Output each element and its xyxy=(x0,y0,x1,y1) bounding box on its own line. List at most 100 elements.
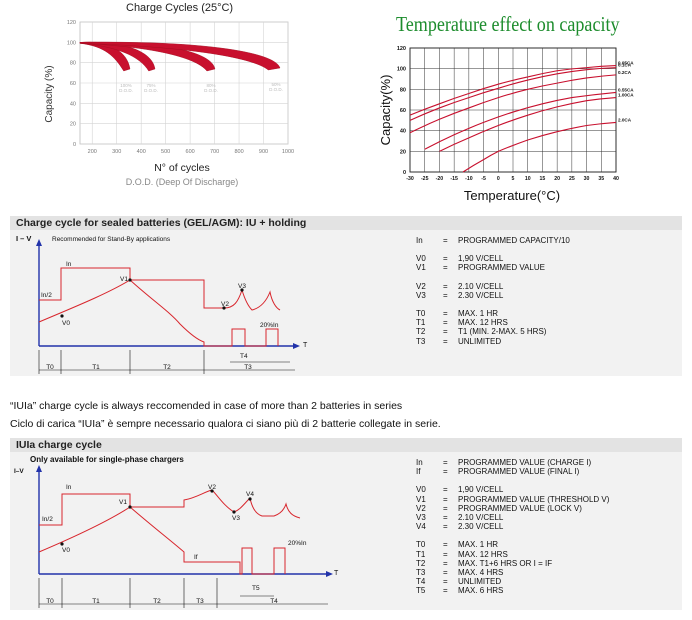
s1-legend-row: V2 = 2.10 V/CELL xyxy=(416,282,570,291)
temperature-chart: 0 20 40 60 80 100 120 -30 -25 -20 -15 -10 -5 0 5 10 15 20… xyxy=(378,46,634,203)
section1-legend: In = PROGRAMMED CAPACITY/10 V0 = 1,90 V/CELL V… xyxy=(416,236,570,346)
s2-label-t5: T5 xyxy=(252,585,260,592)
c1-xtick-0: 200 xyxy=(88,149,97,155)
c1-series-label-2: 80% xyxy=(206,83,215,88)
s2-legend-row: V2 = PROGRAMMED VALUE (LOCK V) xyxy=(416,504,609,513)
c1-ytick-4: 80 xyxy=(70,61,76,67)
c1-series-label-0: 100% xyxy=(120,83,132,88)
c2-xtick-2: -20 xyxy=(436,176,444,182)
s1-legend-value: T1 (MIN. 2-MAX. 5 HRS) xyxy=(458,327,547,337)
s1-phase-t3: T3 xyxy=(244,364,252,371)
s1-yaxis-label: I – V xyxy=(16,234,31,243)
c2-ytick-3: 60 xyxy=(400,108,406,114)
c2-ytick-2: 40 xyxy=(400,129,406,135)
c2-xtick-4: -10 xyxy=(465,176,473,182)
c2-series-3 xyxy=(424,91,617,150)
s2-legend-row: V0 = 1,90 V/CELL xyxy=(416,485,609,494)
section2-panel xyxy=(10,452,682,610)
c2-xtick-13: 35 xyxy=(598,176,604,182)
charge-cycles-grid xyxy=(79,21,289,145)
s2-legend-row: T4 = UNLIMITED xyxy=(416,577,609,586)
c2-series-2 xyxy=(409,74,617,134)
s2-legend-equals: = xyxy=(443,549,448,559)
s2-legend-value: MAX. T1+6 HRS OR I = IF xyxy=(458,558,553,568)
c2-xtick-1: -25 xyxy=(421,176,429,182)
c2-series-label-1: 0.1CA xyxy=(618,63,632,68)
c2-xtick-10: 20 xyxy=(554,176,560,182)
c2-ytick-6: 120 xyxy=(397,46,406,52)
s1-legend-value: 2.30 V/CELL xyxy=(458,290,504,300)
s1-legend-value: 2.10 V/CELL xyxy=(458,281,504,291)
s2-label-v3: V3 xyxy=(232,515,240,522)
s2-label-in: In xyxy=(66,484,72,491)
s2-label-v0: V0 xyxy=(62,547,70,554)
s2-legend-equals: = xyxy=(443,558,448,568)
s2-legend-value: PROGRAMMED VALUE (THRESHOLD V) xyxy=(458,494,610,504)
s1-legend-row: T3 = UNLIMITED xyxy=(416,337,570,346)
s1-legend-key: V1 xyxy=(416,263,426,273)
s2-label-v2: V2 xyxy=(208,484,216,491)
s2-legend-value: MAX. 1 HR xyxy=(458,540,499,550)
charge-cycles-ticks: 0 20 40 60 80 100 120 200 300 400 500 600 700 800 900 1… xyxy=(67,20,294,155)
s1-x-arrow xyxy=(293,343,300,349)
temperature-series xyxy=(409,65,617,173)
s1-v2-dot xyxy=(222,306,226,310)
s2-label-pct: 20%In xyxy=(288,540,307,547)
s1-legend-key: T1 xyxy=(416,318,426,328)
s1-label-in: In xyxy=(66,261,72,268)
s2-axis-t: T xyxy=(334,570,339,577)
c1-series-label-1: 75% xyxy=(146,83,155,88)
s2-legend-equals: = xyxy=(443,503,448,513)
s1-legend-equals: = xyxy=(443,327,448,337)
s2-legend-equals: = xyxy=(443,467,448,477)
s1-legend-equals: = xyxy=(443,281,448,291)
s2-yaxis-label: I–V xyxy=(14,468,24,475)
s1-v0-dot xyxy=(60,314,64,318)
c1-xtick-1: 300 xyxy=(112,149,121,155)
temperature-grid xyxy=(409,47,617,173)
s2-legend-key: V0 xyxy=(416,485,426,495)
c1-xtick-8: 1000 xyxy=(282,149,294,155)
s2-label-v1: V1 xyxy=(119,499,127,506)
c1-xtick-2: 400 xyxy=(137,149,146,155)
charge-cycles-ylabel: Capacity (%) xyxy=(44,65,55,122)
c2-series-5 xyxy=(462,121,617,173)
s1-legend-equals: = xyxy=(443,290,448,300)
s1-legend-row: V0 = 1,90 V/CELL xyxy=(416,254,570,263)
c1-xtick-6: 800 xyxy=(234,149,243,155)
s2-legend-equals: = xyxy=(443,540,448,550)
charge-cycles-xlabel: N° of cycles xyxy=(154,162,210,174)
s2-y-arrow xyxy=(36,465,42,472)
c2-xtick-9: 15 xyxy=(540,176,546,182)
s1-legend-value: MAX. 1 HR xyxy=(458,309,499,319)
s1-current-curve xyxy=(39,267,279,347)
s1-phase-t1: T1 xyxy=(92,364,100,371)
c2-series-label-0: 0.05CA xyxy=(618,61,634,66)
s1-label-v1: V1 xyxy=(120,276,128,283)
s2-legend-value: UNLIMITED xyxy=(458,577,502,587)
s2-legend-row: T2 = MAX. T1+6 HRS OR I = IF xyxy=(416,559,609,568)
s1-legend-value: UNLIMITED xyxy=(458,336,502,346)
s1-label-v3: V3 xyxy=(238,283,246,290)
c2-series-label-5: 2.0CA xyxy=(618,117,632,122)
c1-xtick-5: 700 xyxy=(210,149,219,155)
c1-series-sub-1: D.O.D. xyxy=(144,88,158,93)
charge-cycles-title: Charge Cycles (25°C) xyxy=(126,2,234,14)
c2-series-0 xyxy=(409,65,617,116)
c2-ytick-1: 20 xyxy=(400,149,406,155)
c2-ytick-4: 80 xyxy=(400,87,406,93)
s1-legend-row: In = PROGRAMMED CAPACITY/10 xyxy=(416,236,570,245)
s2-legend-equals: = xyxy=(443,577,448,587)
c2-ytick-5: 100 xyxy=(397,67,406,73)
temperature-chart-title: Temperature effect on capacity xyxy=(396,12,620,36)
s1-label-v0: V0 xyxy=(62,320,70,327)
s1-legend-row: T0 = MAX. 1 HR xyxy=(416,309,570,318)
note-italian: Ciclo di carica “IUIa” è sempre necessar… xyxy=(10,418,441,430)
s1-v3-dot xyxy=(240,288,244,292)
s2-legend-equals: = xyxy=(443,458,448,467)
c1-ytick-0: 0 xyxy=(73,142,76,148)
s2-phase-t0: T0 xyxy=(46,598,54,605)
s1-legend-row: V1 = PROGRAMMED VALUE xyxy=(416,263,570,272)
s2-v1-dot xyxy=(128,505,132,509)
